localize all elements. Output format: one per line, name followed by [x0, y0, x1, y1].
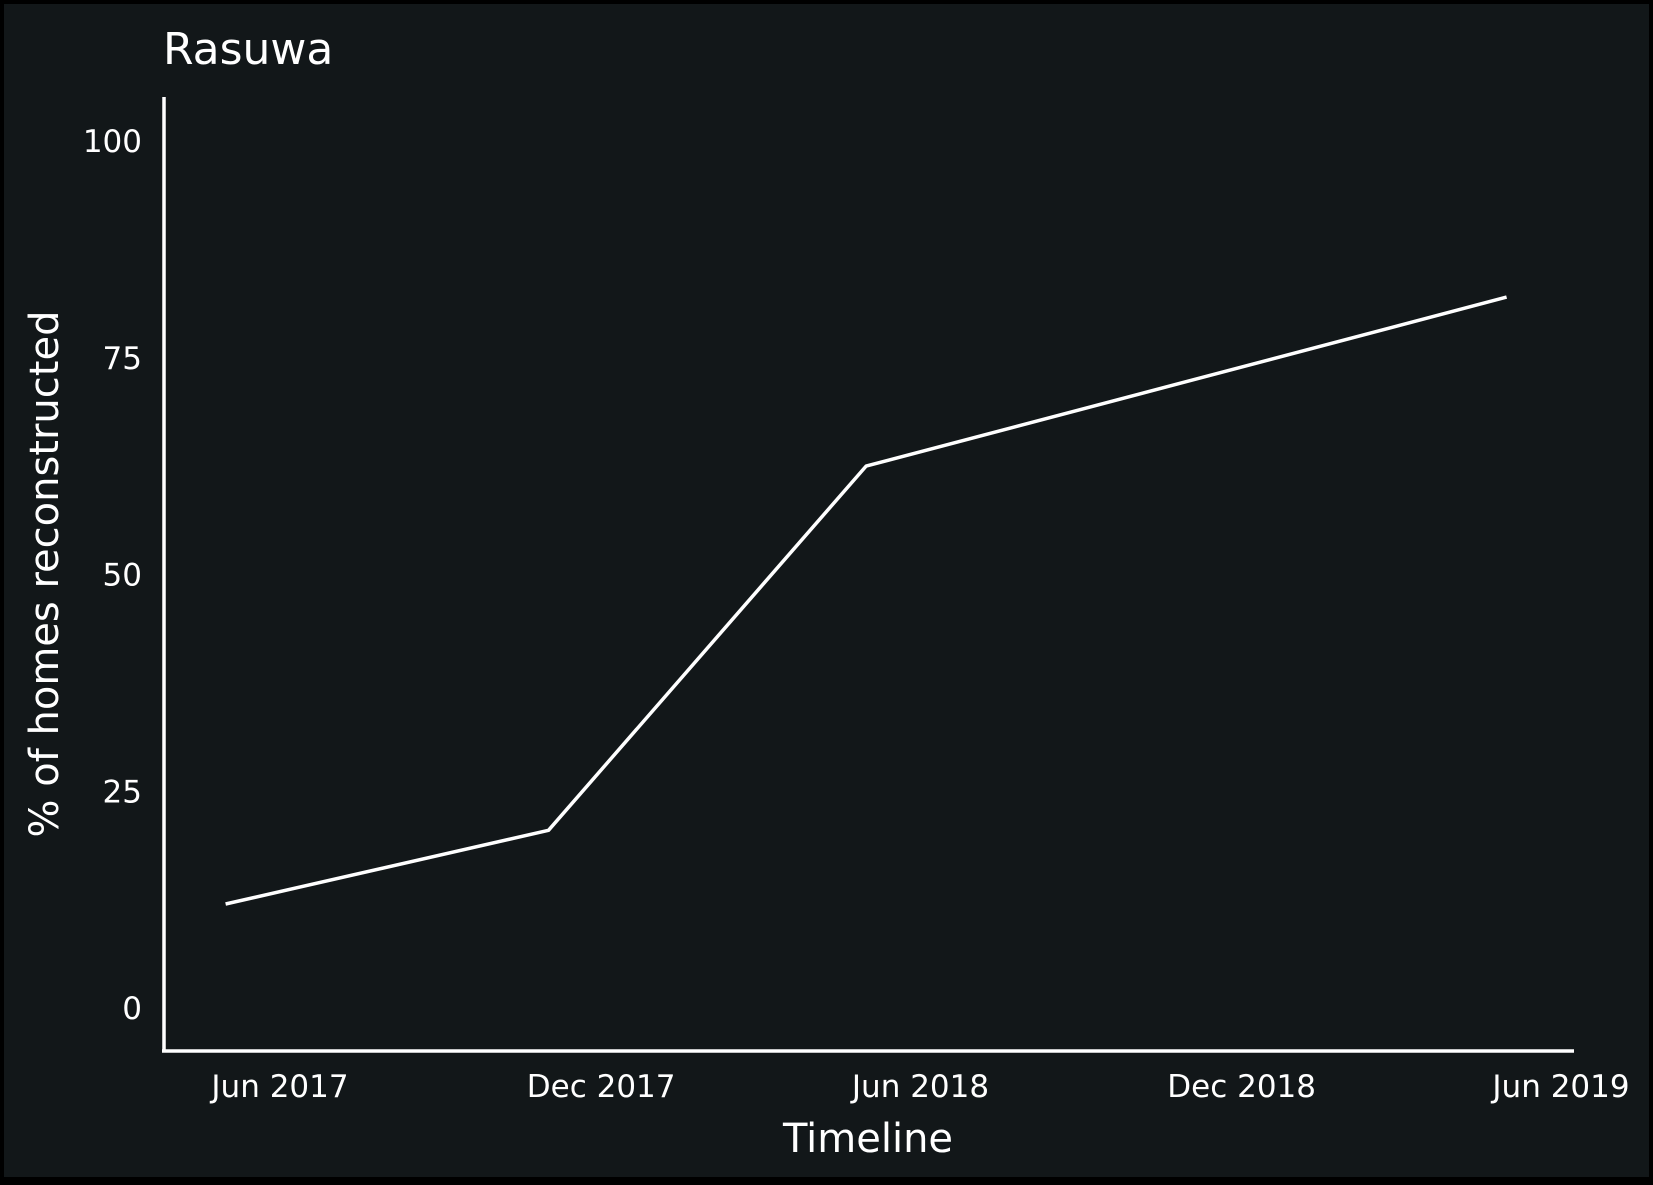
y-tick-label: 75: [103, 341, 142, 377]
y-tick-label: 50: [103, 558, 142, 594]
x-tick-label: Jun 2017: [209, 1069, 348, 1105]
series-line: [225, 295, 1508, 906]
y-tick-label: 0: [122, 991, 142, 1027]
x-axis-ticks: Jun 2017 Dec 2017 Jun 2018 Dec 2018 Jun 2019: [209, 1069, 1629, 1105]
y-tick-label: 100: [83, 124, 142, 160]
y-axis-title: % of homes reconstructed: [22, 311, 68, 838]
y-axis-ticks: 0 25 50 75 100: [83, 124, 142, 1027]
x-tick-label: Jun 2019: [1490, 1069, 1629, 1105]
x-tick-label: Dec 2018: [1167, 1069, 1316, 1105]
chart-title: Rasuwa: [163, 24, 333, 75]
series-layer: [225, 295, 1508, 906]
y-tick-label: 25: [103, 774, 142, 810]
x-tick-label: Dec 2017: [527, 1069, 676, 1105]
x-axis-title: Timeline: [782, 1116, 953, 1162]
x-tick-label: Jun 2018: [850, 1069, 989, 1105]
